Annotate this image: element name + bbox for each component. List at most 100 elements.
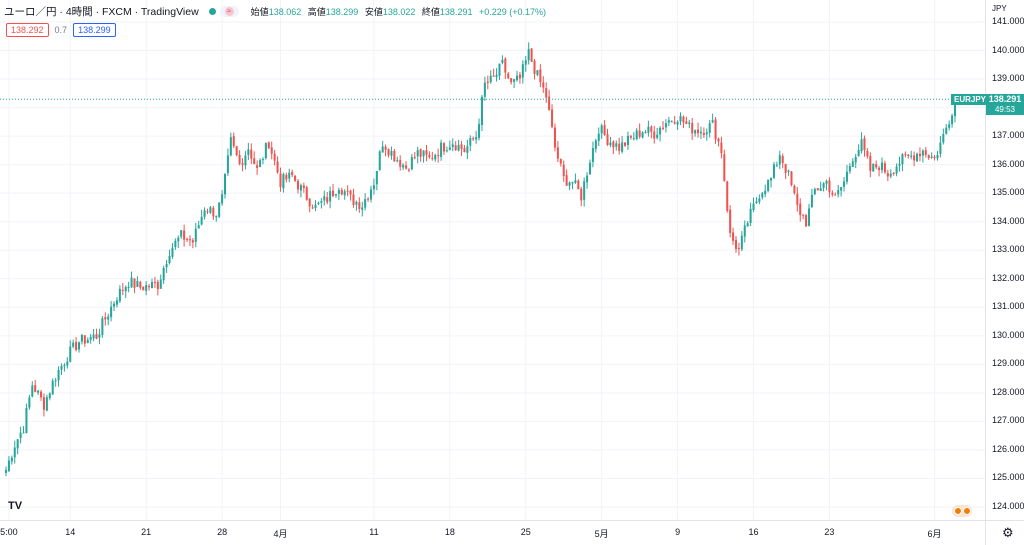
candle-body	[101, 318, 104, 335]
gear-icon[interactable]: ⚙	[1002, 525, 1014, 540]
candle-body	[594, 140, 597, 149]
candle-body	[711, 120, 714, 123]
candle-body	[238, 154, 241, 164]
candle-body	[609, 142, 612, 146]
candle-body	[708, 123, 711, 133]
realtime-icon-2	[962, 507, 971, 515]
last-price-label: 138.291	[986, 94, 1024, 106]
time-tick-label: 25	[520, 527, 531, 537]
candle-body	[156, 281, 159, 290]
candle-body	[916, 153, 919, 162]
candle-body	[314, 204, 317, 209]
candle-body	[930, 156, 933, 158]
candle-body	[577, 180, 580, 190]
candle-body	[352, 194, 355, 205]
candle-body	[396, 160, 399, 162]
candle-body	[892, 172, 895, 174]
candle-body	[472, 138, 475, 140]
time-scale[interactable]: 5:00 14 21 28 4月 11 18 25 5月 9 16 23 6月	[0, 520, 985, 545]
chart-legend: ユーロ／円 · 4時間 · FXCM · TradingView ≈ 始値138…	[4, 4, 550, 19]
chart-grid	[0, 0, 985, 520]
price-tick-label: 140.000	[992, 44, 1024, 55]
candle-body	[72, 342, 75, 347]
candle-body	[194, 228, 197, 242]
candle-body	[872, 163, 875, 172]
candle-body	[308, 198, 311, 207]
candle-body	[626, 135, 629, 145]
candle-body	[518, 74, 521, 79]
candle-body	[501, 59, 504, 63]
go-to-realtime-button[interactable]	[952, 505, 972, 517]
price-scale[interactable]: JPY 124.000 125.000 126.000 127.000 128.000 1…	[985, 0, 1024, 520]
candle-body	[419, 149, 422, 157]
time-tick-label: 28	[217, 527, 228, 537]
candle-body	[393, 150, 396, 162]
candle-body	[270, 147, 273, 154]
candle-body	[127, 287, 130, 289]
sell-price-button[interactable]: 138.292	[6, 23, 49, 37]
candle-body	[188, 239, 191, 241]
candle-body	[548, 96, 551, 111]
tradingview-logo[interactable]: TV	[8, 500, 23, 512]
buy-price-button[interactable]: 138.299	[73, 23, 116, 37]
candle-body	[574, 180, 577, 183]
candle-body	[737, 247, 740, 249]
candle-body	[159, 279, 162, 289]
candle-body	[586, 175, 589, 183]
candle-body	[299, 185, 302, 191]
candle-body	[545, 88, 548, 98]
candle-body	[571, 182, 574, 184]
candle-body	[720, 142, 723, 154]
candle-body	[218, 202, 221, 217]
candle-body	[206, 211, 209, 213]
candle-body	[551, 109, 554, 127]
candle-body	[828, 180, 831, 193]
candle-body	[770, 177, 773, 181]
time-tick-label: 21	[141, 527, 152, 537]
candle-body	[241, 163, 244, 166]
candle-body	[326, 197, 329, 203]
candle-body	[355, 201, 358, 205]
candle-body	[40, 391, 43, 398]
candle-body	[115, 300, 118, 305]
candle-body	[650, 126, 653, 132]
candle-body	[510, 78, 513, 83]
candle-body	[165, 264, 168, 268]
candle-body	[168, 256, 171, 263]
candle-body	[150, 282, 154, 289]
candle-body	[562, 164, 565, 177]
candle-body	[813, 188, 816, 195]
chart-title[interactable]: ユーロ／円 · 4時間 · FXCM · TradingView	[4, 6, 199, 18]
candle-body	[878, 167, 881, 170]
change-value: +0.229 (+0.17%)	[478, 7, 547, 17]
candle-body	[618, 143, 621, 151]
candle-body	[504, 58, 507, 73]
high-value: 138.299	[325, 7, 359, 17]
candle-body	[778, 155, 781, 165]
candle-body	[656, 134, 659, 138]
candle-body	[349, 190, 352, 195]
price-tick-label: 134.000	[992, 215, 1024, 226]
candle-body	[390, 150, 393, 156]
candle-body	[51, 380, 54, 395]
candle-series	[4, 42, 957, 477]
time-tick-label: 5月	[594, 529, 609, 539]
candle-body	[428, 155, 431, 158]
candle-body	[825, 180, 828, 184]
candle-body	[4, 470, 8, 473]
candle-body	[875, 164, 878, 168]
candle-body	[63, 364, 66, 367]
quote-row: 138.292 0.7 138.299	[6, 23, 116, 37]
candle-body	[285, 174, 288, 180]
flag-pill[interactable]: ≈	[219, 6, 239, 17]
market-open-icon[interactable]	[208, 8, 216, 15]
candle-body	[924, 150, 927, 155]
candlestick-chart[interactable]	[0, 0, 985, 520]
candle-body	[60, 365, 63, 370]
candle-body	[863, 138, 866, 150]
candle-body	[615, 143, 618, 147]
candle-body	[402, 164, 405, 168]
candle-body	[495, 74, 498, 77]
candle-body	[282, 174, 285, 189]
flag-icon: ≈	[224, 7, 234, 16]
